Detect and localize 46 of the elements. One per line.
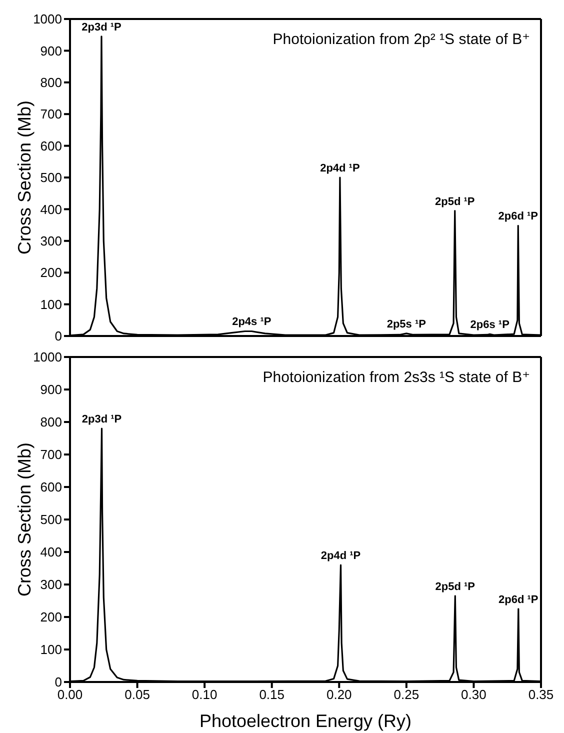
annotation: 2p6d ¹P [498, 594, 538, 606]
y-tick-label: 600 [40, 480, 62, 495]
y-tick-label: 900 [40, 382, 62, 398]
y-tick-label: 0 [54, 328, 62, 344]
y-axis-title: Cross Section (Mb) [14, 100, 34, 255]
annotation: 2p4d ¹P [320, 162, 360, 174]
x-tick-label: 0.25 [394, 687, 420, 702]
x-tick-label: 0.20 [326, 687, 352, 702]
annotation: 2p6s ¹P [470, 319, 510, 332]
y-tick-label: 1000 [33, 12, 62, 27]
y-tick-label: 700 [40, 106, 62, 122]
y-tick-label: 0 [54, 674, 62, 690]
x-tick-label: 0.30 [461, 687, 486, 702]
annotation: 2p5d ¹P [435, 580, 476, 593]
x-axis-title: Photoelectron Energy (Ry) [199, 710, 412, 731]
y-tick-label: 200 [40, 610, 62, 625]
y-tick-label: 700 [40, 447, 62, 462]
y-tick-label: 500 [40, 170, 62, 186]
annotation: 2p4d ¹P [320, 550, 361, 562]
y-tick-label: 900 [40, 43, 62, 58]
annotation: 2p3d ¹P [82, 21, 122, 34]
y-tick-label: 1000 [33, 350, 62, 365]
x-tick-label: 0.15 [259, 687, 285, 702]
y-tick-label: 400 [40, 544, 62, 560]
y-tick-label: 200 [40, 265, 62, 280]
y-tick-label: 300 [40, 234, 62, 249]
annotation: 2p4s ¹P [232, 316, 272, 328]
x-tick-label: 0.35 [528, 687, 554, 702]
y-tick-label: 800 [40, 75, 62, 90]
y-tick-label: 500 [40, 512, 62, 528]
y-tick-label: 400 [40, 202, 62, 217]
x-tick-label: 0.05 [124, 687, 150, 702]
y-tick-label: 300 [40, 577, 62, 592]
x-tick-label: 0.00 [57, 687, 83, 702]
text: Photoionization from 2s3s ¹S state of B⁺ [262, 368, 530, 386]
annotation: 2p5s ¹P [386, 318, 426, 330]
x-tick-label: 0.10 [192, 687, 218, 702]
annotation: 2p3d ¹P [82, 414, 122, 426]
y-tick-label: 800 [40, 414, 62, 430]
y-tick-label: 100 [40, 296, 62, 312]
annotation: 2p6d ¹P [498, 210, 538, 223]
y-tick-label: 100 [40, 642, 62, 658]
y-axis-title: Cross Section (Mb) [14, 442, 34, 597]
annotation: 2p5d ¹P [435, 196, 475, 208]
y-tick-label: 600 [40, 138, 62, 154]
text: Photoionization from 2p² ¹S state of B⁺ [272, 30, 530, 48]
